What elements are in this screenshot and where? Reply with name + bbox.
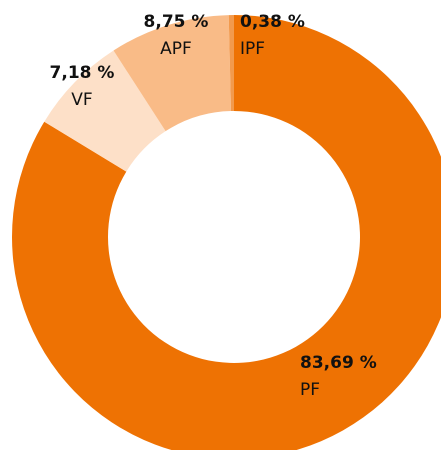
category-label: APF — [160, 39, 192, 59]
donut-segment — [113, 15, 231, 132]
donut-segment — [44, 50, 166, 172]
category-label: VF — [71, 90, 92, 110]
value-label: 8,75 % — [144, 12, 209, 32]
value-label: 83,69 % — [300, 353, 377, 373]
value-label: 7,18 % — [50, 63, 115, 83]
donut-segment — [228, 15, 234, 112]
value-label: 0,38 % — [240, 12, 305, 32]
donut-segment — [12, 15, 441, 450]
category-label: IPF — [240, 39, 265, 59]
category-label: PF — [300, 380, 320, 400]
